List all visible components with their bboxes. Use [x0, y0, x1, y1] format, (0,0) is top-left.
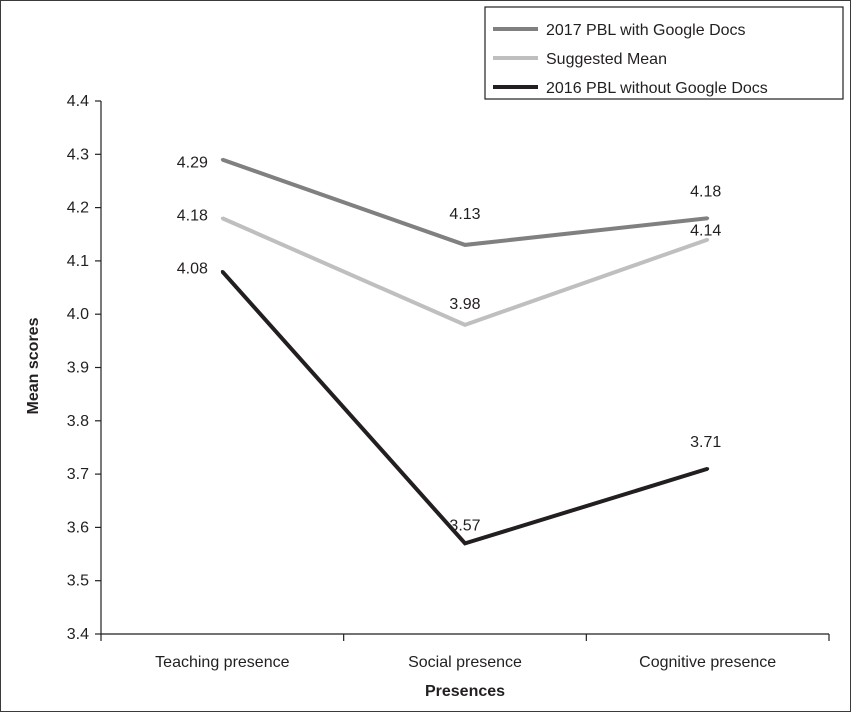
- data-point: [463, 541, 467, 545]
- y-tick-label: 3.8: [67, 413, 89, 430]
- x-tick-label: Teaching presence: [155, 654, 289, 671]
- y-tick-label: 4.4: [67, 93, 89, 110]
- data-point: [220, 158, 224, 162]
- data-point: [706, 216, 710, 220]
- legend-box: [484, 6, 844, 100]
- data-point: [463, 243, 467, 247]
- data-label: 3.71: [690, 434, 721, 451]
- y-tick-label: 4.1: [67, 253, 89, 270]
- series-layer: [220, 157, 710, 546]
- data-label: 4.29: [177, 155, 208, 172]
- legend-label: 2017 PBL with Google Docs: [546, 22, 746, 39]
- y-tick-label: 4.2: [67, 200, 89, 217]
- data-label: 4.08: [177, 261, 208, 278]
- data-point: [706, 467, 710, 471]
- legend-label: Suggested Mean: [546, 51, 667, 68]
- data-point: [220, 270, 224, 274]
- data-point: [706, 238, 710, 242]
- y-tick-label: 3.4: [67, 626, 89, 643]
- y-tick-label: 3.5: [67, 573, 89, 590]
- data-labels: 4.29 4.13 4.18 4.18 3.98 4.14 4.08 3.57 3.71: [177, 155, 722, 535]
- y-axis-ticks: 3.4 3.5 3.6 3.7 3.8 3.9 4.0 4.1 4.2 4.3 4.4: [67, 93, 101, 643]
- x-tick-label: Social presence: [408, 654, 522, 671]
- y-tick-label: 3.9: [67, 360, 89, 377]
- data-label: 3.98: [449, 296, 480, 313]
- x-axis-ticks: Teaching presence Social presence Cognitiv…: [100, 634, 830, 671]
- y-tick-label: 4.3: [67, 146, 89, 163]
- legend: 2017 PBL with Google Docs Suggested Mean 2…: [484, 6, 844, 100]
- x-axis-title: Presences: [425, 683, 505, 700]
- data-label: 4.18: [177, 207, 208, 224]
- series-line: [221, 157, 708, 247]
- data-label: 4.18: [690, 183, 721, 200]
- y-tick-label: 3.6: [67, 519, 89, 536]
- data-label: 4.14: [690, 223, 721, 240]
- x-tick-label: Cognitive presence: [639, 654, 776, 671]
- y-tick-label: 3.7: [67, 466, 89, 483]
- y-axis-title: Mean scores: [25, 317, 42, 414]
- legend-label: 2016 PBL without Google Docs: [546, 80, 768, 97]
- y-tick-label: 4.0: [67, 306, 89, 323]
- data-label: 3.57: [449, 517, 480, 534]
- data-point: [463, 323, 467, 327]
- data-point: [220, 216, 224, 220]
- data-label: 4.13: [449, 206, 480, 223]
